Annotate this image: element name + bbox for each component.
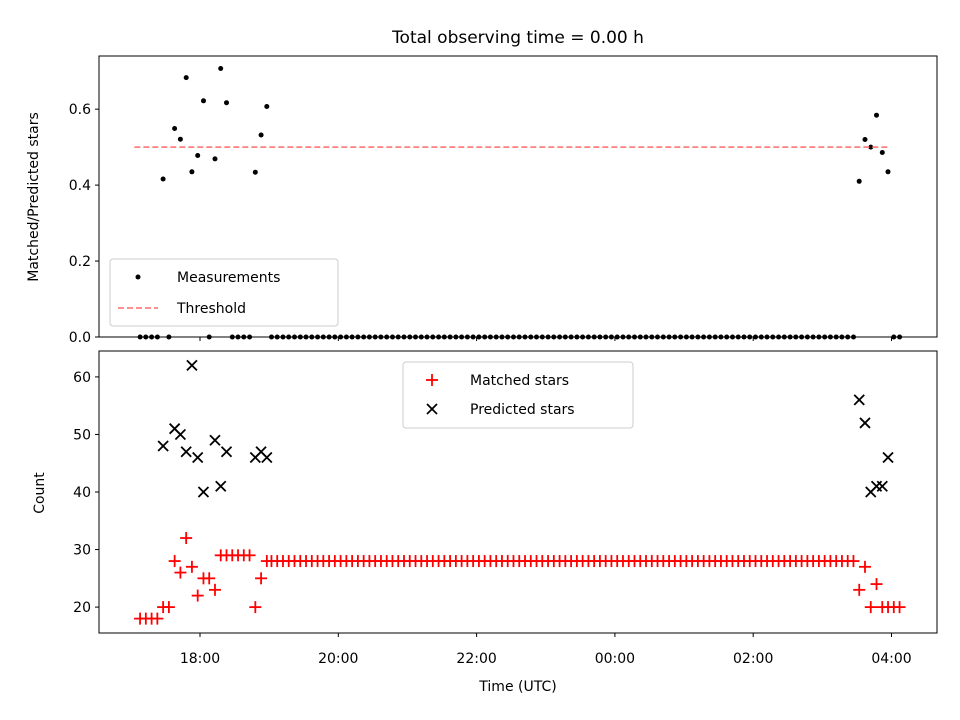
matched-star-point	[174, 566, 187, 579]
measurement-point	[201, 98, 206, 104]
legend-marker-predicted-stars	[426, 403, 438, 415]
bottom-x-tick-label: 18:00	[180, 651, 220, 667]
measurement-point	[879, 150, 885, 155]
legend-label-predicted-stars: Predicted stars	[470, 402, 575, 418]
top-x-axis	[199, 337, 892, 341]
matched-star-point	[168, 555, 181, 568]
predicted-star-point	[197, 486, 210, 498]
predicted-star-point	[186, 359, 198, 372]
bottom-y-tick-label: 60	[73, 370, 91, 386]
measurement-point	[183, 75, 189, 81]
bottom-x-tick-label: 02:00	[733, 651, 773, 667]
measurement-point	[885, 169, 891, 175]
matched-star-point	[243, 549, 256, 562]
predicted-star-point	[220, 446, 233, 458]
bottom-y-tick-label: 50	[73, 427, 91, 443]
matched-star-point	[858, 560, 871, 573]
measurement-point	[868, 144, 874, 150]
predicted-star-point	[157, 440, 169, 452]
predicted-star-point	[180, 446, 192, 458]
measurement-point	[258, 132, 264, 138]
top-legend-box	[109, 258, 339, 327]
measurement-point	[862, 137, 868, 142]
top-y-tick-label: 0.6	[69, 102, 91, 118]
matched-star-point	[208, 583, 221, 596]
top-y-axis: 0.0 0.2 0.4 0.6	[69, 102, 99, 346]
bottom-x-axis: 18:00 20:00 22:00 00:00 02:00 04:00	[180, 633, 912, 667]
bottom-x-tick-label: 04:00	[871, 651, 911, 667]
figure-title: Total observing time = 0.00 h	[391, 28, 644, 48]
predicted-star-point	[215, 480, 227, 492]
matched-star-point	[853, 583, 866, 596]
matched-star-point	[255, 572, 268, 585]
bottom-panel: 20 30 40 50 60 18:00 20:00 22:00 00:00 02:00 04:0…	[32, 350, 938, 695]
predicted-star-point	[209, 434, 221, 446]
matched-star-point	[185, 560, 198, 573]
matched-star-point	[151, 612, 164, 625]
predicted-star-point	[192, 451, 204, 464]
measurement-point	[177, 136, 183, 142]
top-y-tick-label: 0.2	[69, 254, 91, 270]
matched-star-point	[162, 601, 175, 614]
top-axes-frame	[98, 55, 938, 338]
matched-star-point	[203, 572, 216, 585]
bottom-y-tick-label: 20	[73, 600, 91, 616]
bottom-x-axis-label: Time (UTC)	[478, 679, 556, 695]
measurement-point	[195, 153, 201, 158]
legend-marker-matched-stars	[426, 374, 438, 386]
measurement-point	[856, 178, 862, 184]
bottom-y-tick-label: 40	[73, 485, 91, 501]
measurement-point	[264, 104, 270, 109]
predicted-star-point	[261, 451, 273, 464]
top-panel: 0.0 0.2 0.4 0.6 Matched/Predicted stars Mea…	[26, 55, 938, 346]
matched-star-point	[893, 601, 906, 614]
bottom-legend: Matched stars Predicted stars	[402, 361, 634, 429]
legend-marker-measurements	[135, 274, 141, 280]
bottom-plot-area	[134, 359, 906, 625]
measurement-point	[224, 100, 229, 106]
predicted-star-point	[174, 428, 187, 441]
matched-star-point	[180, 532, 193, 545]
bottom-legend-box	[402, 361, 634, 429]
measurement-point	[874, 112, 879, 118]
matched-star-point	[870, 578, 883, 591]
bottom-x-tick-label: 00:00	[595, 651, 635, 667]
top-y-tick-label: 0.4	[69, 178, 91, 194]
predicted-star-point	[876, 480, 888, 492]
matched-star-point	[249, 601, 262, 614]
legend-label-threshold: Threshold	[176, 301, 246, 317]
bottom-y-axis: 20 30 40 50 60	[73, 370, 99, 616]
measurement-point	[160, 176, 166, 182]
bottom-y-axis-label: Count	[32, 472, 48, 514]
predicted-star-point	[882, 451, 894, 464]
matched-star-point	[191, 589, 204, 602]
top-legend: Measurements Threshold	[109, 258, 339, 327]
top-y-tick-label: 0.0	[69, 330, 91, 346]
legend-label-matched-stars: Matched stars	[470, 373, 569, 389]
measurement-point	[189, 169, 195, 175]
matched-star-point	[864, 601, 877, 614]
matched-star-point	[847, 555, 860, 568]
bottom-x-tick-label: 22:00	[456, 651, 496, 667]
top-y-axis-label: Matched/Predicted stars	[26, 112, 42, 282]
measurement-point	[172, 126, 178, 131]
measurement-point	[212, 156, 218, 162]
measurement-point	[218, 66, 224, 71]
measurement-point	[252, 169, 258, 175]
predicted-star-point	[853, 394, 865, 406]
predicted-star-point	[859, 417, 871, 429]
bottom-x-tick-label: 20:00	[318, 651, 358, 667]
bottom-y-tick-label: 30	[73, 543, 91, 559]
legend-label-measurements: Measurements	[177, 270, 280, 286]
